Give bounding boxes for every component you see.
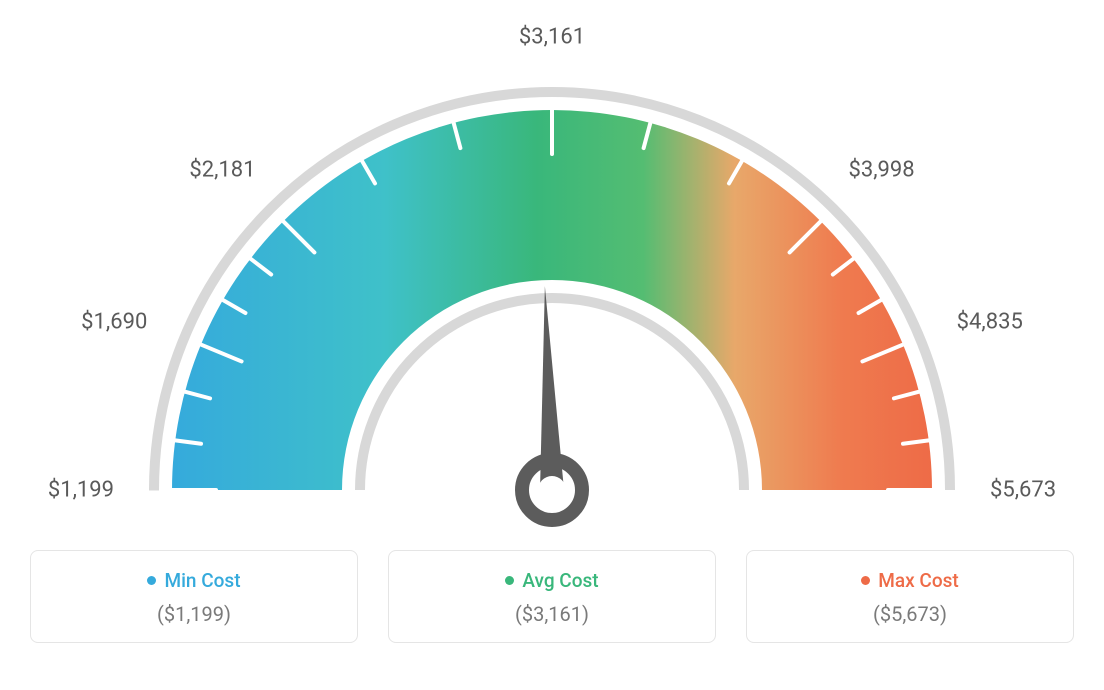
min-cost-title: Min Cost [147, 569, 240, 592]
gauge-chart: $1,199 $1,690 $2,181 $3,161 $3,998 $4,835 $5,6… [0, 0, 1104, 540]
gauge-svg [22, 20, 1082, 540]
gauge-tick-label: $1,199 [48, 478, 114, 503]
gauge-tick-label: $4,835 [957, 310, 1023, 335]
avg-cost-label: Avg Cost [522, 569, 598, 592]
min-cost-label: Min Cost [164, 569, 240, 592]
min-cost-value: ($1,199) [51, 602, 337, 626]
avg-cost-value: ($3,161) [409, 602, 695, 626]
avg-dot-icon [505, 576, 514, 585]
gauge-tick-label: $3,161 [519, 25, 585, 50]
max-cost-card: Max Cost ($5,673) [746, 550, 1074, 643]
max-cost-label: Max Cost [878, 569, 958, 592]
avg-cost-card: Avg Cost ($3,161) [388, 550, 716, 643]
min-dot-icon [147, 576, 156, 585]
cost-cards: Min Cost ($1,199) Avg Cost ($3,161) Max … [0, 550, 1104, 643]
max-dot-icon [861, 576, 870, 585]
gauge-tick-label: $1,690 [81, 310, 147, 335]
gauge-tick-label: $5,673 [990, 478, 1056, 503]
gauge-tick-label: $3,998 [848, 158, 914, 183]
max-cost-value: ($5,673) [767, 602, 1053, 626]
max-cost-title: Max Cost [861, 569, 958, 592]
gauge-tick-label: $2,181 [189, 158, 255, 183]
min-cost-card: Min Cost ($1,199) [30, 550, 358, 643]
avg-cost-title: Avg Cost [505, 569, 598, 592]
